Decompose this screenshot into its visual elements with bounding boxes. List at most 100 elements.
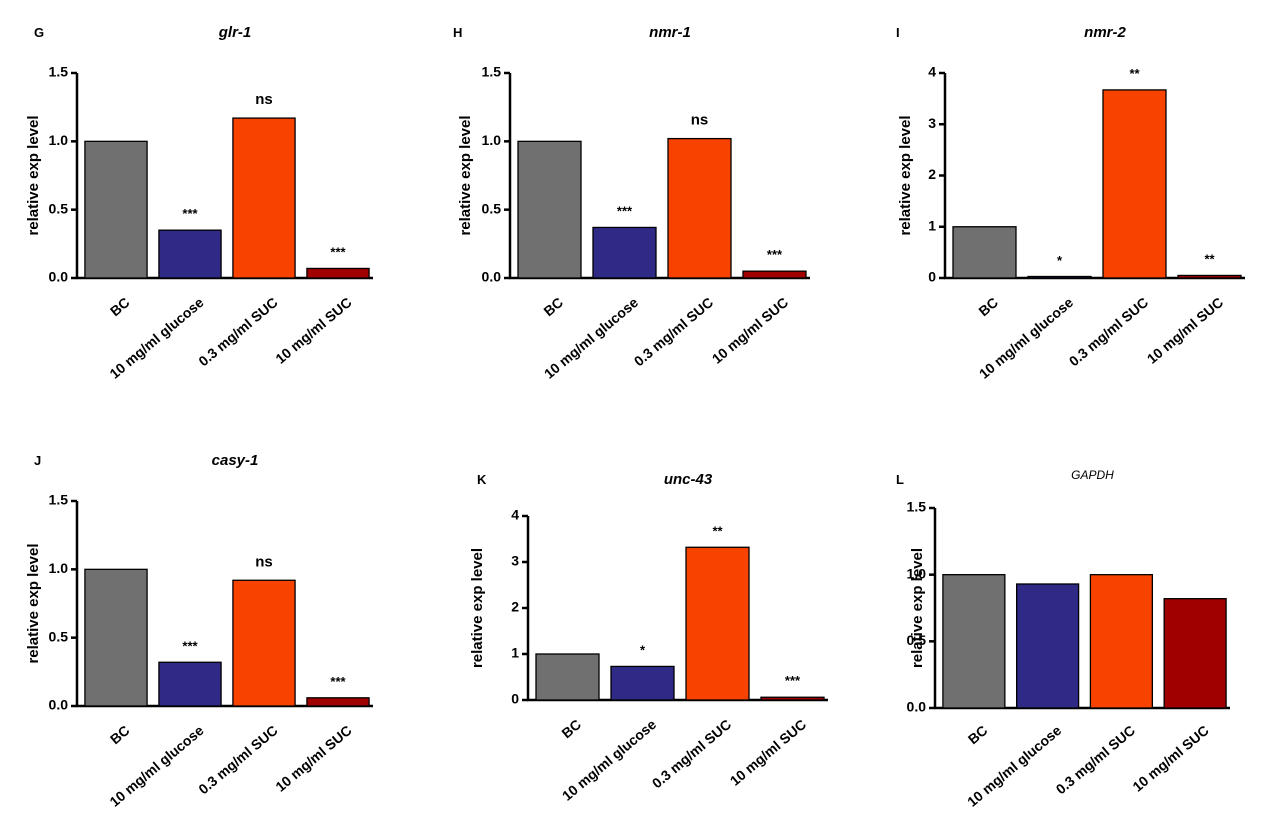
significance-label: *** xyxy=(785,673,801,688)
bar xyxy=(306,267,370,279)
category-label: 10 mg/ml SUC xyxy=(1144,294,1226,367)
significance-label: ** xyxy=(1204,251,1215,266)
y-tick-label: 1.5 xyxy=(49,64,69,80)
bar xyxy=(306,697,370,707)
bar xyxy=(232,579,296,707)
significance-label: * xyxy=(640,642,646,657)
chart-title: nmr-1 xyxy=(649,24,691,41)
significance-label: ns xyxy=(691,112,709,129)
y-axis-label: relative exp level xyxy=(897,115,914,235)
bar xyxy=(158,661,222,707)
bar xyxy=(535,653,600,701)
panel-letter: I xyxy=(896,25,900,40)
bar xyxy=(232,117,296,279)
category-label: BC xyxy=(558,716,584,741)
y-tick-label: 4 xyxy=(511,507,519,523)
y-axis-label: relative exp level xyxy=(25,115,42,235)
bar xyxy=(760,696,825,701)
y-tick-label: 0 xyxy=(928,269,936,285)
y-tick-label: 0.5 xyxy=(49,628,69,644)
category-label: BC xyxy=(540,294,566,319)
category-label: 10 mg/ml SUC xyxy=(1129,722,1211,795)
y-tick-label: 1.5 xyxy=(49,492,69,508)
significance-label: ns xyxy=(255,91,273,108)
y-tick-label: 1.0 xyxy=(49,132,69,148)
bar xyxy=(517,140,582,279)
bar xyxy=(952,226,1017,279)
significance-label: ns xyxy=(255,553,273,570)
panel-letter: G xyxy=(34,25,44,40)
category-label: 0.3 mg/ml SUC xyxy=(195,722,280,797)
significance-label: *** xyxy=(617,203,633,218)
y-tick-label: 0 xyxy=(511,691,519,707)
significance-label: *** xyxy=(182,638,198,653)
category-label: BC xyxy=(107,294,133,319)
significance-label: * xyxy=(1057,253,1063,268)
y-tick-label: 0.5 xyxy=(907,632,927,648)
panel-letter: K xyxy=(477,472,487,487)
significance-label: *** xyxy=(330,244,346,259)
y-tick-label: 1 xyxy=(928,217,936,233)
bar xyxy=(1102,89,1167,279)
y-tick-label: 0.0 xyxy=(907,699,927,715)
y-tick-label: 0.0 xyxy=(482,269,502,285)
y-tick-label: 2 xyxy=(511,599,519,615)
category-label: 10 mg/ml SUC xyxy=(709,294,791,367)
bar xyxy=(84,140,148,279)
significance-label: *** xyxy=(767,247,783,262)
chart-title: unc-43 xyxy=(664,471,713,488)
category-label: 0.3 mg/ml SUC xyxy=(195,294,280,369)
y-tick-label: 1.0 xyxy=(482,132,502,148)
y-tick-label: 1 xyxy=(511,645,519,661)
bar xyxy=(84,568,148,707)
y-tick-label: 3 xyxy=(511,553,519,569)
y-axis-label: relative exp level xyxy=(469,548,486,668)
bar xyxy=(1016,583,1080,709)
y-tick-label: 4 xyxy=(928,64,936,80)
panel-letter: L xyxy=(896,472,904,487)
y-tick-label: 3 xyxy=(928,115,936,131)
y-tick-label: 0.0 xyxy=(49,269,69,285)
y-tick-label: 1.5 xyxy=(482,64,502,80)
bar xyxy=(1177,274,1242,279)
category-label: BC xyxy=(965,722,991,747)
bar xyxy=(610,665,675,701)
chart-title: casy-1 xyxy=(212,452,259,469)
bar xyxy=(742,270,807,279)
y-axis-label: relative exp level xyxy=(457,115,474,235)
chart-title: glr-1 xyxy=(218,24,252,41)
significance-label: ** xyxy=(1129,66,1140,81)
y-tick-label: 0.5 xyxy=(482,200,502,216)
significance-label: *** xyxy=(182,206,198,221)
category-label: 10 mg/ml SUC xyxy=(727,716,809,789)
category-label: BC xyxy=(107,722,133,747)
category-label: 0.3 mg/ml SUC xyxy=(649,716,734,791)
y-tick-label: 1.5 xyxy=(907,499,927,515)
category-label: 10 mg/ml SUC xyxy=(272,294,354,367)
panel-letter: H xyxy=(453,25,462,40)
y-tick-label: 0.5 xyxy=(49,200,69,216)
bar xyxy=(1089,574,1154,709)
significance-label: ** xyxy=(712,523,723,538)
chart-title: GAPDH xyxy=(1071,468,1114,482)
bar xyxy=(1027,275,1092,279)
category-label: BC xyxy=(975,294,1001,319)
y-axis-label: relative exp level xyxy=(909,548,926,668)
category-label: 0.3 mg/ml SUC xyxy=(1066,294,1151,369)
bar xyxy=(685,546,750,701)
bar xyxy=(1163,598,1227,709)
bar xyxy=(942,574,1006,709)
category-label: 0.3 mg/ml SUC xyxy=(631,294,716,369)
bar xyxy=(158,229,222,279)
panel-letter: J xyxy=(34,453,41,468)
significance-label: *** xyxy=(330,674,346,689)
chart-title: nmr-2 xyxy=(1084,24,1126,41)
category-label: 0.3 mg/ml SUC xyxy=(1053,722,1138,797)
bar xyxy=(667,137,732,279)
